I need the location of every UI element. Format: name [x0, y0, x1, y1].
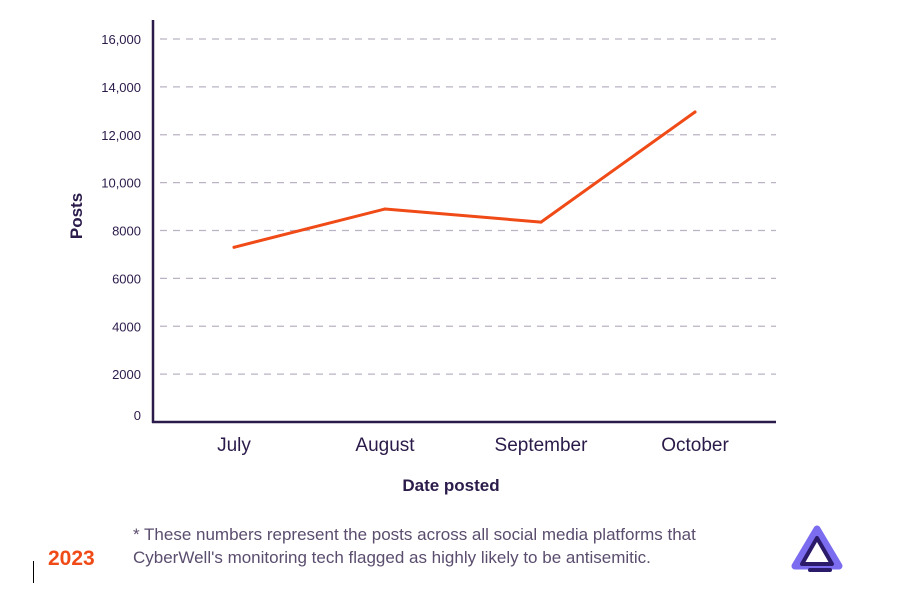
year-label: 2023 [48, 547, 95, 570]
y-tick-label: 8000 [112, 224, 141, 239]
series-line [232, 110, 697, 249]
x-tick-label: August [355, 435, 415, 456]
x-tick-label: September [495, 435, 589, 456]
y-tick-label: 2000 [112, 367, 141, 382]
x-axis-title: Date posted [402, 476, 499, 495]
x-tick-label: October [661, 435, 729, 456]
footnote-line-1: * These numbers represent the posts acro… [133, 525, 696, 544]
y-tick-label: 14,000 [101, 80, 141, 95]
y-tick-label: 16,000 [101, 32, 141, 47]
footnote: * These numbers represent the posts acro… [133, 523, 773, 569]
footnote-line-2: CyberWell's monitoring tech flagged as h… [133, 548, 651, 567]
data-point [693, 110, 697, 114]
y-tick-labels: 0 2000 4000 6000 8000 10,000 12,000 14,000 16,00… [101, 32, 141, 423]
cyberwell-logo-icon [791, 525, 843, 572]
year-divider [33, 561, 34, 583]
y-tick-label: 6000 [112, 271, 141, 286]
y-tick-label: 0 [134, 408, 141, 423]
y-tick-label: 10,000 [101, 176, 141, 191]
data-point [539, 220, 543, 224]
x-tick-labels: July August September October [217, 435, 729, 456]
y-tick-label: 4000 [112, 319, 141, 334]
grid-lines [160, 38, 776, 375]
y-axis-title: Posts [67, 193, 86, 239]
y-tick-label: 12,000 [101, 128, 141, 143]
data-point [232, 245, 236, 249]
series-layer [232, 110, 697, 249]
data-point [383, 207, 387, 211]
x-tick-label: July [217, 435, 251, 456]
